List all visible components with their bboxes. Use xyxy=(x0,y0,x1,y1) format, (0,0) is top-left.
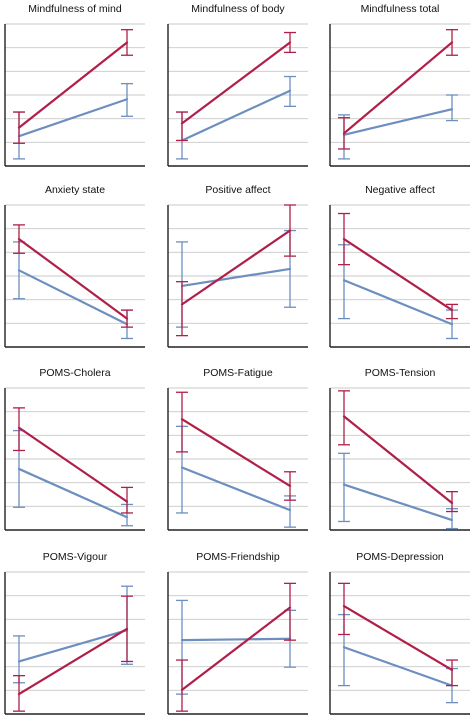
series-line xyxy=(180,267,292,288)
panel-title: Negative affect xyxy=(365,184,435,196)
chart-panel: POMS-Tension xyxy=(329,367,470,531)
series-line xyxy=(17,98,129,138)
chart-panel: POMS-Cholera xyxy=(4,367,145,531)
series-line xyxy=(342,108,454,136)
series-line xyxy=(180,418,292,488)
series-line xyxy=(180,606,292,691)
series-line xyxy=(180,637,292,642)
panel-title: POMS-Fatigue xyxy=(203,367,273,379)
series-line xyxy=(17,627,129,696)
panel-title: Anxiety state xyxy=(45,184,105,196)
chart-panel: Negative affect xyxy=(329,184,470,348)
chart-panel: Mindfulness total xyxy=(329,3,470,167)
series-line xyxy=(17,467,129,519)
panel-title: POMS-Friendship xyxy=(196,551,280,563)
panel-title: POMS-Vigour xyxy=(43,551,108,563)
series-line xyxy=(180,89,292,142)
chart-panel: Anxiety state xyxy=(4,184,145,348)
series-line xyxy=(342,41,454,135)
series-line xyxy=(342,415,454,505)
chart-panel: POMS-Fatigue xyxy=(167,367,308,531)
chart-panel: POMS-Friendship xyxy=(167,551,308,715)
series-line xyxy=(17,426,129,503)
series-line xyxy=(180,229,292,306)
chart-panel: Mindfulness of body xyxy=(167,3,308,167)
panel-title: Positive affect xyxy=(205,184,270,196)
series-line xyxy=(342,646,454,687)
panels-root: Mindfulness of mind Mindfulness of body Mi… xyxy=(4,3,470,715)
series-line xyxy=(180,466,292,512)
panel-title: POMS-Cholera xyxy=(39,367,110,379)
series-line xyxy=(17,629,129,663)
panel-title: Mindfulness total xyxy=(361,3,440,15)
series-line xyxy=(342,483,454,522)
chart-panel: POMS-Vigour xyxy=(4,551,145,715)
panel-title: Mindfulness of body xyxy=(191,3,285,15)
series-line xyxy=(17,237,129,320)
chart-panel: Mindfulness of mind xyxy=(4,3,145,167)
series-line xyxy=(17,41,129,129)
series-line xyxy=(180,41,292,125)
series-line xyxy=(342,237,454,312)
chart-panel: Positive affect xyxy=(167,184,308,348)
series-line xyxy=(342,279,454,326)
series-line xyxy=(17,269,129,326)
chart-panel: POMS-Depression xyxy=(329,551,470,715)
panel-title: POMS-Tension xyxy=(365,367,436,379)
series-line xyxy=(342,604,454,672)
panel-title: Mindfulness of mind xyxy=(28,3,122,15)
panel-title: POMS-Depression xyxy=(356,551,444,563)
